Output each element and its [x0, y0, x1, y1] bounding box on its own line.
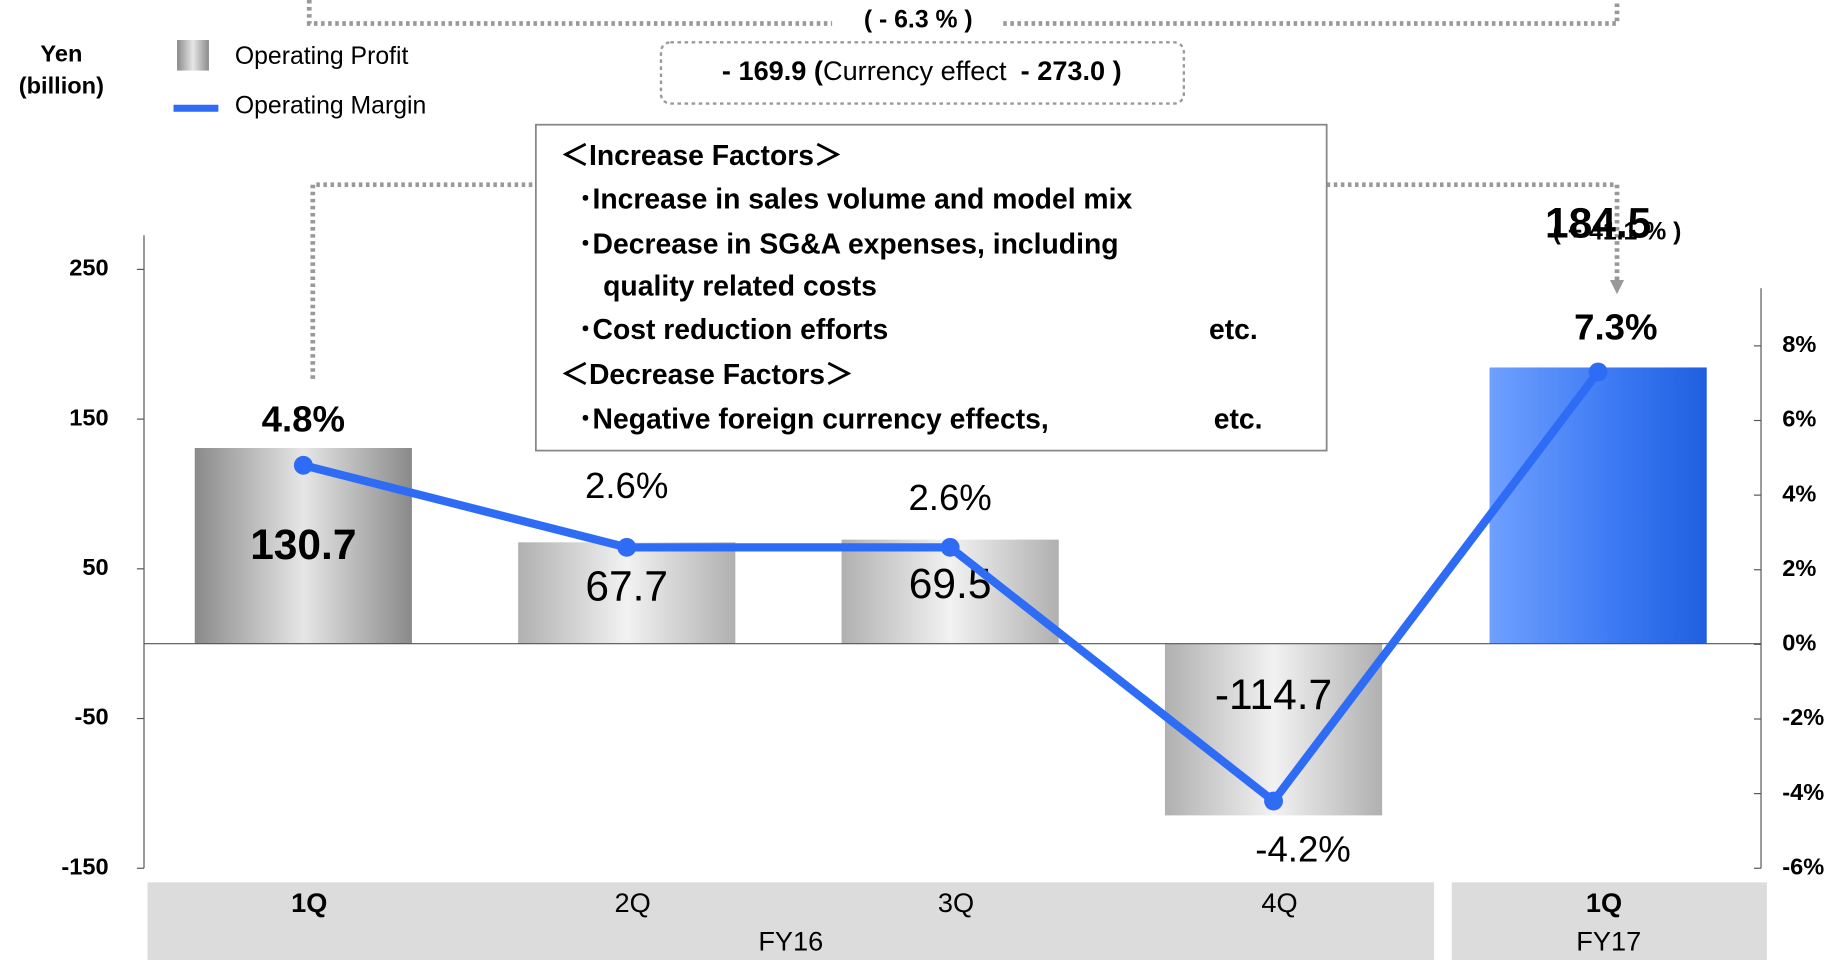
- legend-label: Operating Profit: [235, 43, 409, 70]
- factor-text: ･Decrease in SG&A expenses, including: [578, 227, 1118, 259]
- factor-text: ･Cost reduction efforts: [578, 313, 888, 345]
- connector: [310, 182, 535, 379]
- line-point: [617, 537, 637, 557]
- factor-text: ･Negative foreign currency effects,: [578, 403, 1048, 435]
- connector: [1003, 0, 1620, 26]
- group-label: FY16: [758, 926, 823, 957]
- currency-box: [659, 41, 1186, 105]
- line-point: [1264, 791, 1283, 811]
- connector: [1326, 182, 1620, 280]
- connector: [306, 0, 833, 26]
- line-label: -4.2%: [1255, 828, 1351, 869]
- y-label: Yen: [40, 41, 82, 67]
- y-tick-label: -150: [61, 853, 108, 879]
- y2-tick-label: 2%: [1782, 555, 1816, 581]
- factor-text: ＜Increase Factors＞: [561, 139, 843, 171]
- profit-change: - 169.9 (Currency effect - 273.0 ): [722, 55, 1122, 86]
- bar-label: -114.7: [1215, 671, 1332, 718]
- x-tick-label: 1Q: [1586, 887, 1622, 918]
- bar-label: 184.5: [1545, 200, 1651, 247]
- x-tick-label: 1Q: [291, 887, 327, 918]
- factors-box: [534, 123, 1328, 452]
- x-tick-label: 3Q: [938, 887, 974, 918]
- factor-text: ･Increase in sales volume and model mix: [578, 183, 1132, 215]
- connectors: [306, 0, 1620, 379]
- category-band: [147, 882, 1435, 960]
- x-tick-label: 2Q: [615, 887, 651, 918]
- y2-tick-label: 6%: [1782, 406, 1816, 432]
- y2-tick-label: 8%: [1782, 331, 1816, 357]
- bar: [1489, 367, 1707, 644]
- y-tick-label: 250: [69, 255, 108, 281]
- y2-tick-label: -4%: [1782, 779, 1824, 805]
- bar: [1164, 643, 1383, 816]
- y-label: (billion): [19, 72, 104, 98]
- category-band: [1451, 882, 1767, 960]
- line-point: [1588, 362, 1608, 382]
- bar: [841, 539, 1059, 644]
- line-point: [293, 455, 313, 475]
- line-label: 2.6%: [585, 465, 668, 506]
- margin-change-fy17: ( + 41.1 % ): [1553, 218, 1682, 245]
- y2-tick-label: 4%: [1782, 480, 1816, 506]
- line-label: 7.3%: [1574, 306, 1657, 347]
- bar-label: 130.7: [250, 521, 356, 568]
- factor-note: etc.: [1209, 313, 1258, 345]
- line-label: 4.8%: [262, 398, 345, 439]
- arrow-head: [1609, 280, 1625, 295]
- y-tick-label: 50: [82, 554, 108, 580]
- factor-text: ＜Decrease Factors＞: [561, 358, 854, 390]
- bar: [518, 542, 736, 644]
- y-tick-label: -50: [74, 704, 108, 730]
- margin-change: ( - 6.3 % ): [864, 7, 973, 34]
- y2-tick-label: -2%: [1782, 704, 1824, 730]
- line-label: 2.6%: [908, 477, 991, 518]
- legend-label: Operating Margin: [235, 93, 426, 120]
- profit-change-part: - 273.0 ): [1021, 55, 1122, 86]
- group-label: FY17: [1576, 926, 1641, 957]
- factor-text: quality related costs: [603, 270, 877, 302]
- y2-tick-label: -6%: [1782, 853, 1824, 879]
- factor-note: etc.: [1214, 403, 1263, 435]
- bar-label: 67.7: [585, 563, 668, 610]
- profit-change-part: - 169.9 (: [722, 55, 823, 86]
- line-point: [940, 537, 960, 557]
- x-tick-label: 4Q: [1261, 887, 1297, 918]
- profit-change-part: Currency effect: [823, 55, 1007, 86]
- y-tick-label: 150: [69, 404, 108, 430]
- legend-swatch: [177, 40, 209, 71]
- y2-tick-label: 0%: [1782, 630, 1816, 656]
